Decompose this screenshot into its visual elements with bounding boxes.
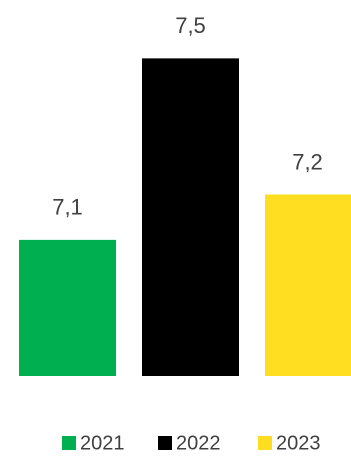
data-label: 7,5	[175, 13, 206, 38]
legend-label: 2022	[176, 432, 221, 454]
legend-swatch	[158, 436, 172, 450]
legend-swatch	[62, 436, 76, 450]
bar	[265, 194, 351, 376]
legend-label: 2021	[80, 432, 125, 454]
bar	[142, 58, 239, 376]
data-label: 7,2	[292, 149, 323, 174]
legend-swatch	[258, 436, 272, 450]
bar	[19, 239, 116, 376]
data-label: 7,1	[52, 195, 83, 220]
legend-label: 2023	[276, 432, 321, 454]
